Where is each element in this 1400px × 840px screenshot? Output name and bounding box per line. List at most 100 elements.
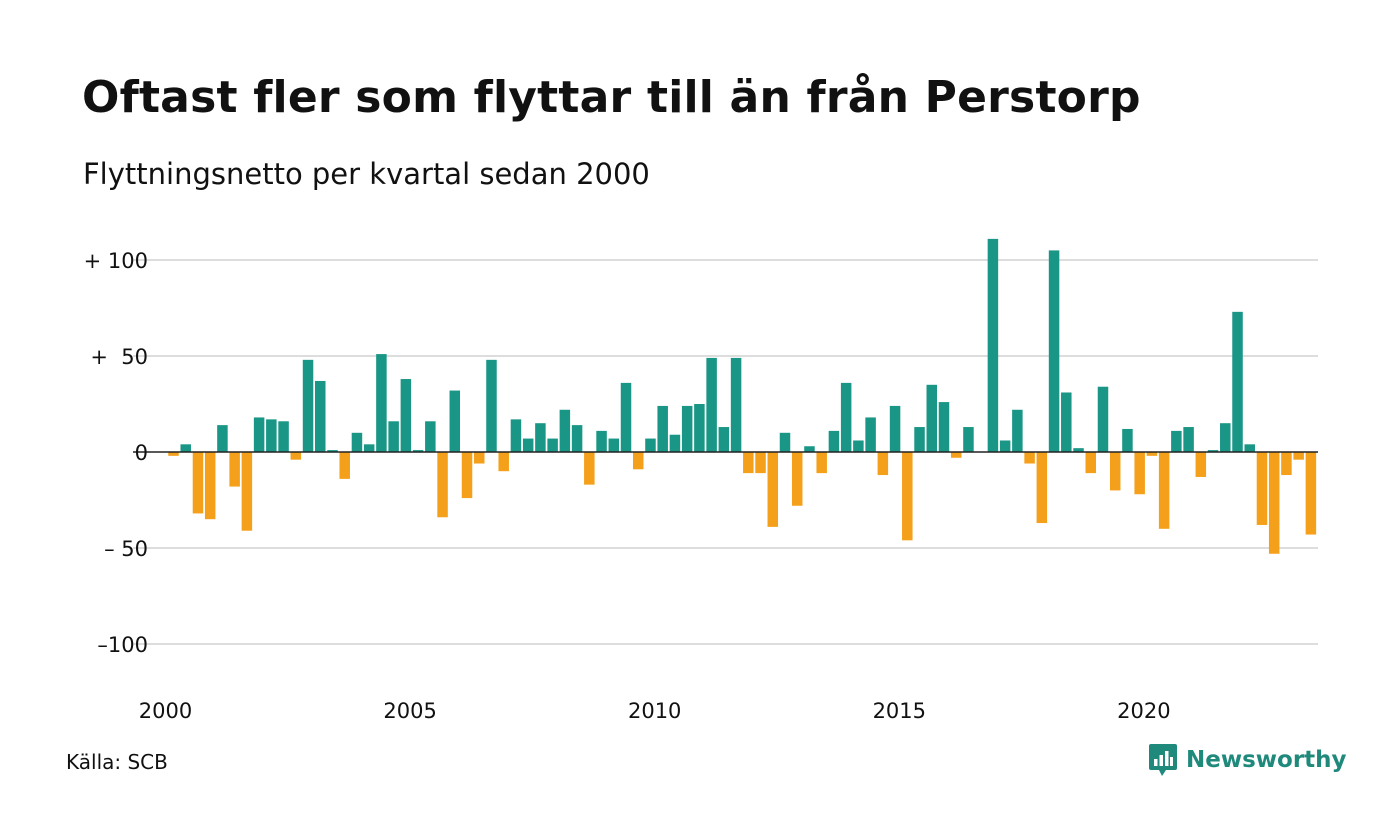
bar [669,434,681,452]
x-axis-tick-labels: 2000 2005 2010 2015 2020 [139,699,1171,723]
bar [180,444,191,452]
bar [1073,448,1084,452]
bar [327,450,338,452]
bar [351,432,363,452]
bar [950,452,962,458]
bar [1195,452,1207,477]
bar [877,452,889,476]
bar [1134,452,1145,495]
bar [1281,452,1292,476]
bar [657,405,668,452]
bars [133,238,1318,554]
bar [1268,452,1280,554]
bar [1232,311,1243,452]
newsworthy-logo-icon [1149,744,1177,776]
bar [1207,450,1219,452]
bar [608,438,620,452]
bar [1305,452,1317,535]
x-tick-label: 2005 [383,699,436,723]
bar [498,452,509,472]
bar [1048,250,1060,452]
bar [816,452,827,474]
y-tick-label: 0 [135,441,148,465]
bar [987,238,999,452]
x-tick-label: 2000 [139,699,192,723]
bar [755,452,766,474]
bar [743,452,754,474]
bar [278,421,289,452]
bar [559,409,571,452]
bar [1012,409,1023,452]
bar [1024,452,1035,464]
bar [1146,452,1158,456]
bar [486,359,497,452]
bar [889,405,901,452]
y-tick-label: + 100 [84,249,148,273]
bar [706,357,717,452]
bar [1061,392,1072,452]
bar [999,440,1011,452]
bar [412,450,424,452]
bar [902,452,913,541]
bar [681,405,693,452]
bar [853,440,864,452]
bar [1036,452,1048,524]
bar [510,419,522,452]
x-tick-label: 2010 [628,699,681,723]
bar [302,359,314,452]
bar [1122,428,1133,452]
bar [571,425,583,452]
bar [241,452,253,531]
bar [767,452,779,527]
x-tick-label: 2015 [873,699,926,723]
bar [596,430,607,452]
bar [168,452,179,456]
y-axis-tick-labels: + 100 + 50 0 – 50 –100 [84,249,148,657]
bar [1256,452,1268,525]
bar [229,452,240,487]
bar [474,452,485,464]
bar [730,357,742,452]
bar [1183,427,1194,452]
bar [1097,386,1109,452]
bar [376,354,387,452]
bar [804,446,815,452]
bar [461,452,473,499]
y-tick-label: + 50 [90,345,148,369]
brand-logo: Newsworthy [1148,742,1347,778]
y-tick-label: – 50 [104,537,148,561]
chart-subtitle: Flyttningsnetto per kvartal sedan 2000 [83,157,650,191]
bar [718,427,730,452]
bar [926,384,938,452]
bar [400,379,412,452]
bar [535,423,546,452]
y-tick-label: –100 [97,633,148,657]
bar [449,390,461,452]
bar [1085,452,1096,474]
bar [1109,452,1121,491]
bar [192,452,204,514]
bar [204,452,216,520]
bar [840,382,852,452]
bar [339,452,350,479]
bar [914,427,925,452]
bar [645,438,656,452]
bar [253,417,265,452]
bar [1293,452,1304,460]
bar [828,430,840,452]
bar [632,452,644,470]
source-note: Källa: SCB [66,750,168,774]
bar [865,417,876,452]
bar [963,427,974,452]
bar [266,419,277,452]
bar [388,421,399,452]
bar [1244,444,1255,452]
bar [779,432,791,452]
bar [522,438,534,452]
bar [620,382,632,452]
bar [363,444,375,452]
bar [938,402,950,452]
grid-lines [133,259,1318,645]
bar [1220,423,1231,452]
